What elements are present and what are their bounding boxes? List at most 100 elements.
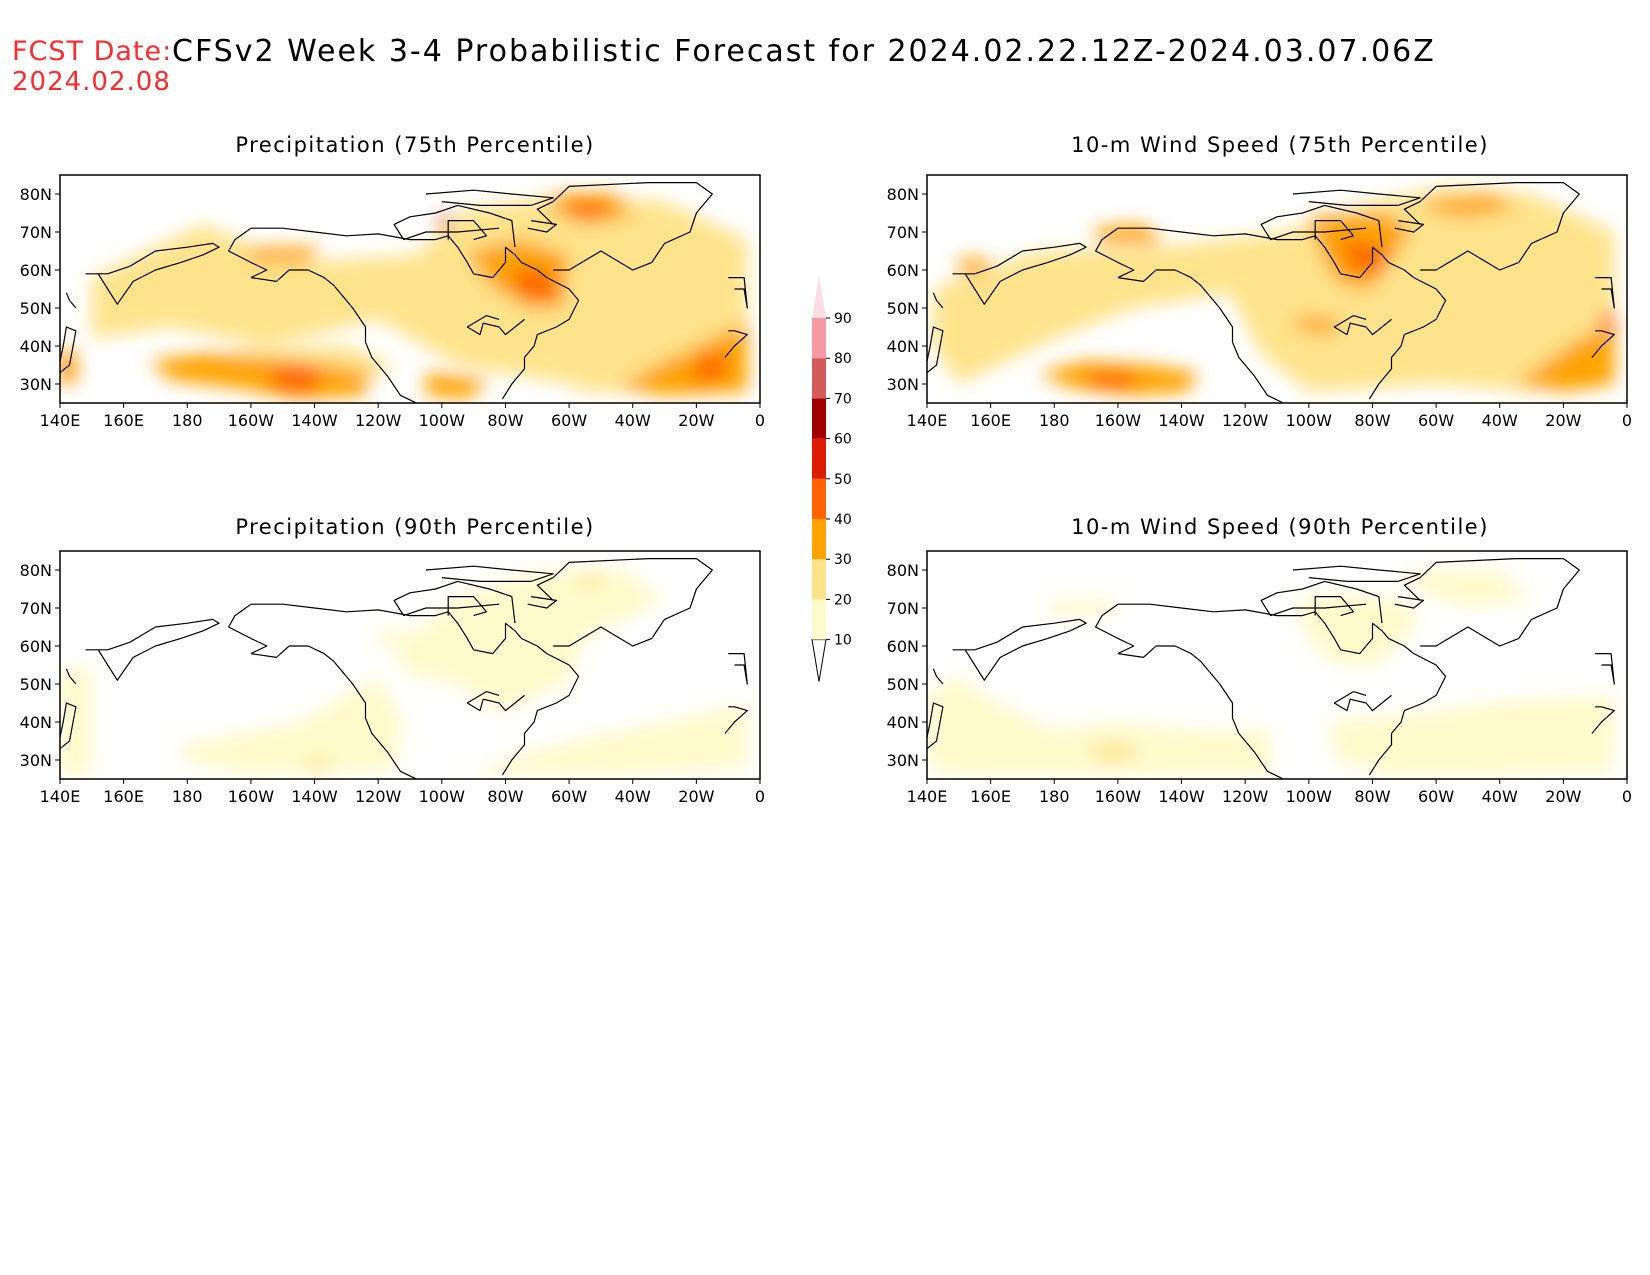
lat-tick-label: 60N — [887, 261, 919, 280]
probability-region — [569, 201, 608, 217]
lon-tick-label: 180 — [172, 787, 203, 806]
lon-tick-label: 100W — [1286, 787, 1333, 806]
lat-tick-label: 50N — [887, 299, 919, 318]
lon-tick-label: 100W — [419, 411, 466, 430]
lon-tick-label: 80W — [487, 787, 523, 806]
probability-region — [1292, 315, 1341, 335]
coastline — [728, 277, 748, 309]
probability-shading — [60, 194, 748, 400]
lat-tick-label: 60N — [20, 261, 52, 280]
coastline — [1333, 315, 1392, 336]
coastline — [728, 653, 748, 685]
lon-tick-label: 160W — [228, 787, 275, 806]
lat-tick-label: 70N — [20, 223, 52, 242]
colorbar-segment — [812, 438, 826, 479]
probability-region — [686, 353, 729, 381]
probability-region — [60, 668, 92, 776]
lon-tick-label: 160W — [1095, 787, 1142, 806]
map-frame — [59, 174, 761, 404]
colorbar-label: 40 — [834, 512, 852, 528]
coastline — [1117, 645, 1284, 779]
lon-tick-label: 140W — [1158, 787, 1205, 806]
coastline — [1591, 706, 1615, 734]
coastline — [927, 326, 944, 374]
coastline — [85, 242, 220, 305]
lat-tick-label: 70N — [887, 599, 919, 618]
probability-region — [266, 365, 321, 392]
coastline — [1591, 330, 1615, 358]
lon-tick-label: 0 — [755, 787, 765, 806]
coastlines — [927, 182, 1615, 403]
lon-tick-label: 20W — [1545, 787, 1581, 806]
probability-region — [1327, 695, 1615, 776]
lat-tick-label: 80N — [20, 185, 52, 204]
lon-tick-label: 60W — [551, 411, 587, 430]
lon-tick-label: 160W — [1095, 411, 1142, 430]
coastline — [1403, 558, 1580, 647]
lon-tick-label: 160W — [228, 411, 275, 430]
coastline — [1260, 580, 1383, 624]
colorbar-segment — [812, 398, 826, 439]
panel-title-precip90: Precipitation (90th Percentile) — [235, 515, 594, 539]
coastline — [1260, 204, 1383, 248]
colorbar-segment — [812, 519, 826, 560]
panel-title-wind75: 10-m Wind Speed (75th Percentile) — [1071, 133, 1489, 157]
lon-tick-label: 100W — [419, 787, 466, 806]
probability-region — [958, 258, 991, 274]
coastline — [65, 668, 77, 685]
coastline — [425, 565, 554, 582]
colorbar-segment — [812, 358, 826, 399]
lon-tick-label: 140E — [907, 411, 948, 430]
lat-tick-label: 30N — [887, 751, 919, 770]
lat-tick-label: 70N — [887, 223, 919, 242]
lon-tick-label: 40W — [615, 411, 651, 430]
lon-tick-label: 120W — [355, 787, 402, 806]
colorbar-label: 30 — [834, 552, 852, 568]
lon-tick-label: 140W — [291, 787, 338, 806]
probability-region — [933, 186, 1615, 392]
main-title: CFSv2 Week 3-4 Probabilistic Forecast fo… — [172, 34, 1436, 69]
coastline — [536, 182, 713, 271]
lon-tick-label: 80W — [1354, 411, 1390, 430]
colorbar-segment — [812, 559, 826, 600]
coastline — [60, 702, 77, 750]
coastline — [1314, 596, 1354, 617]
colorbar-upper-extension — [812, 276, 826, 318]
coastline — [527, 220, 557, 233]
lon-tick-label: 180 — [1039, 787, 1070, 806]
lat-tick-label: 50N — [20, 299, 52, 318]
coastline — [466, 315, 525, 336]
coastline — [952, 618, 1087, 681]
coastline — [447, 596, 487, 617]
coastline — [1394, 596, 1424, 609]
coastline — [228, 227, 580, 400]
lon-tick-label: 40W — [615, 787, 651, 806]
coastline — [724, 330, 748, 358]
map-panel-precip75: 140E 160E 180 160W 140W 120W 100W 80W 60W 40W 20W 0… — [20, 174, 765, 430]
lon-tick-label: 140E — [907, 787, 948, 806]
colorbar-segment — [812, 318, 826, 359]
probability-region — [515, 270, 560, 301]
probability-region — [180, 676, 404, 776]
probability-region — [378, 630, 449, 646]
coastline — [65, 292, 77, 309]
coastline — [932, 668, 944, 685]
probability-region — [1092, 744, 1134, 760]
probability-region — [250, 247, 321, 263]
coastline — [1394, 220, 1424, 233]
lat-tick-label: 40N — [887, 713, 919, 732]
map-panel-wind75: 140E 160E 180 160W 140W 120W 100W 80W 60W 40W 20W 0… — [887, 174, 1632, 430]
probability-region — [1340, 239, 1386, 270]
probability-region — [1515, 327, 1615, 392]
lon-tick-label: 120W — [1222, 787, 1269, 806]
lon-tick-label: 80W — [487, 411, 523, 430]
colorbar-label: 90 — [834, 311, 852, 327]
panel-title-precip75: Precipitation (75th Percentile) — [235, 133, 594, 157]
map-frame — [926, 174, 1628, 404]
coastline — [1595, 277, 1615, 309]
lon-tick-label: 160E — [970, 411, 1011, 430]
coastline — [425, 189, 554, 206]
lon-tick-label: 20W — [678, 411, 714, 430]
probability-region — [1086, 372, 1134, 388]
lon-tick-label: 20W — [678, 787, 714, 806]
